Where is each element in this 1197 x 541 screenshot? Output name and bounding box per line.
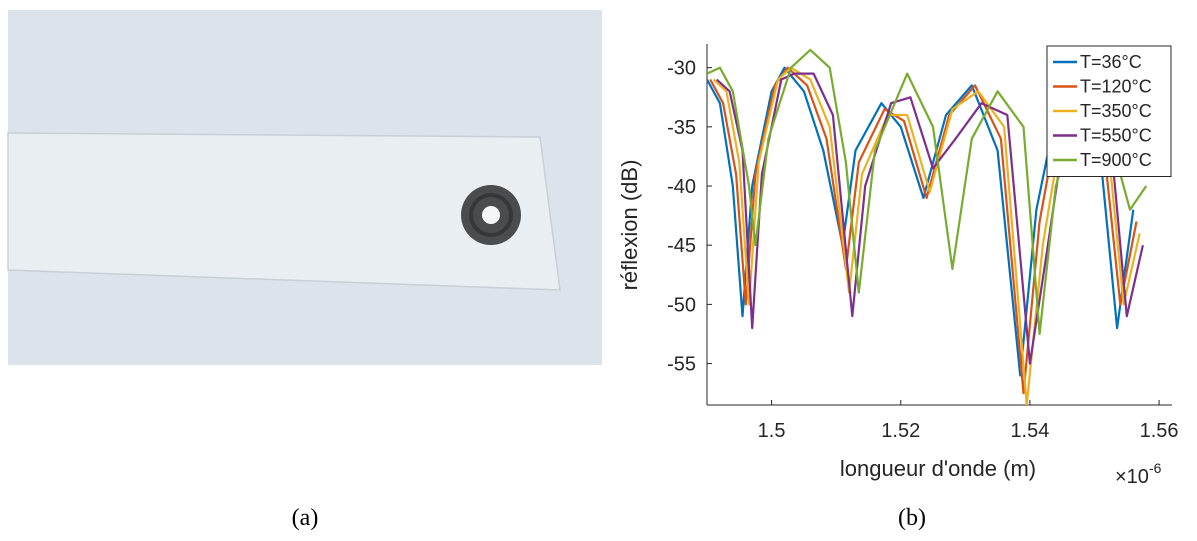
legend-label: T=550°C [1080,126,1152,146]
x-tick-label: 1.56 [1140,420,1179,442]
photo-washer-ring [469,193,513,237]
x-tick-label: 1.54 [1010,420,1049,442]
x-multiplier-base: ×10 [1115,466,1149,488]
caption: (a) [292,505,319,531]
y-axis-label: réflexion (dB) [617,160,642,291]
photo [7,10,602,365]
legend-label: T=900°C [1080,150,1152,170]
legend-label: T=120°C [1080,77,1152,97]
x-tick-label: 1.5 [758,420,786,442]
y-tick-label: -55 [667,354,696,376]
x-tick-label: 1.52 [881,420,920,442]
x-axis-label: longueur d'onde (m) [840,456,1036,481]
legend-label: T=350°C [1080,101,1152,121]
x-multiplier-exponent: -6 [1149,460,1162,476]
photo-washer-hole [482,206,500,224]
caption: (b) [898,505,926,531]
x-multiplier: ×10-6 [1115,460,1162,488]
photo-strip [7,132,561,291]
y-tick-label: -45 [667,235,696,257]
legend: T=36°C T=120°C T=350°C T=550°C T=900°C [1046,45,1172,177]
legend-label: T=36°C [1080,52,1142,72]
y-tick-label: -50 [667,294,696,316]
y-tick-label: -40 [667,176,696,198]
y-tick-label: -30 [667,58,696,80]
y-tick-label: -35 [667,117,696,139]
